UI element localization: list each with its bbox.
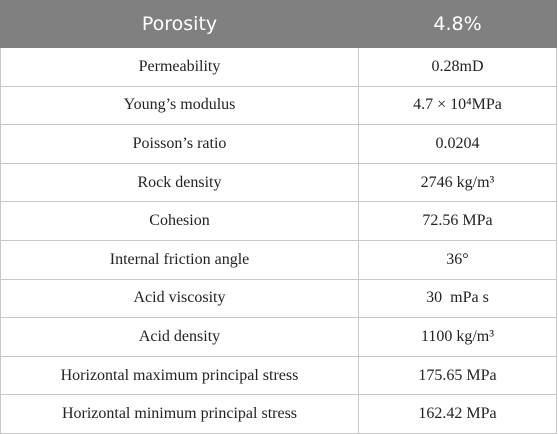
parameter-name: Horizontal maximum principal stress <box>0 355 359 396</box>
parameter-name: Acid density <box>0 317 359 357</box>
parameter-name: Acid viscosity <box>0 278 359 319</box>
parameter-value: 30 mPa s <box>358 278 557 319</box>
table-row: Young’s modulus 4.7 × 10⁴MPa <box>0 85 557 126</box>
header-cell: Porosity <box>0 0 359 48</box>
table-row: Acid density 1100 kg/m³ <box>0 317 557 357</box>
parameter-value: 0.0204 <box>358 124 557 164</box>
parameter-value: 72.56 MPa <box>358 201 557 241</box>
table-row: Horizontal minimum principal stress 162.4… <box>0 394 557 434</box>
parameter-value: 0.28mD <box>358 47 557 87</box>
table-body: Permeability 0.28mD Young’s modulus 4.7 × 1… <box>0 47 557 434</box>
parameter-name: Rock density <box>0 162 359 203</box>
parameter-name: Poisson’s ratio <box>0 124 359 164</box>
table-row: Horizontal maximum principal stress 175.6… <box>0 355 557 396</box>
table-row: Permeability 0.28mD <box>0 47 557 87</box>
parameter-name: Permeability <box>0 47 359 87</box>
parameter-name: Internal friction angle <box>0 239 359 280</box>
parameter-value: 162.42 MPa <box>358 394 557 434</box>
table-row: Cohesion 72.56 MPa <box>0 201 557 241</box>
parameter-value: 2746 kg/m³ <box>358 162 557 203</box>
parameter-value: 4.7 × 10⁴MPa <box>358 85 557 126</box>
table-row: Rock density 2746 kg/m³ <box>0 162 557 203</box>
parameter-value: 1100 kg/m³ <box>358 317 557 357</box>
table-row: Acid viscosity 30 mPa s <box>0 278 557 319</box>
header-row: Porosity 4.8% <box>0 0 557 48</box>
parameter-name: Horizontal minimum principal stress <box>0 394 359 434</box>
table-row: Poisson’s ratio 0.0204 <box>0 124 557 164</box>
table-row: Internal friction angle 36° <box>0 239 557 280</box>
parameter-name: Young’s modulus <box>0 85 359 126</box>
parameter-value: 36° <box>358 239 557 280</box>
parameter-name: Cohesion <box>0 201 359 241</box>
header-cell: 4.8% <box>358 0 557 48</box>
parameter-value: 175.65 MPa <box>358 355 557 396</box>
